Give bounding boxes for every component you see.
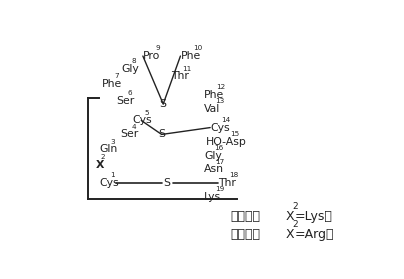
Text: 12: 12 — [217, 84, 226, 90]
Text: 13: 13 — [215, 98, 225, 104]
Text: 16: 16 — [215, 145, 224, 151]
Text: S: S — [163, 178, 170, 188]
Text: 9: 9 — [156, 45, 160, 51]
Text: Cys: Cys — [99, 178, 119, 188]
Text: Gln: Gln — [99, 145, 117, 155]
Text: 肉桂霨素: 肉桂霨素 — [231, 228, 261, 241]
Text: 2: 2 — [292, 202, 298, 211]
Text: Gly: Gly — [121, 64, 139, 74]
Text: 7: 7 — [114, 73, 119, 79]
Text: Val: Val — [204, 104, 220, 114]
Text: 6: 6 — [128, 90, 132, 97]
Text: Ser: Ser — [120, 129, 139, 140]
Text: 5: 5 — [144, 110, 149, 116]
Text: X: X — [285, 228, 294, 241]
Text: 14: 14 — [221, 117, 231, 123]
Text: 3: 3 — [110, 139, 115, 145]
Text: X: X — [285, 210, 294, 223]
Text: Cys: Cys — [210, 122, 230, 133]
Text: X: X — [96, 160, 104, 170]
Text: 2: 2 — [101, 154, 105, 160]
Text: Phe: Phe — [204, 90, 224, 100]
Text: 19: 19 — [215, 186, 225, 192]
Text: Ser: Ser — [116, 96, 135, 106]
Text: Cys: Cys — [133, 116, 152, 126]
Text: 8: 8 — [132, 58, 136, 64]
Text: Thr: Thr — [171, 71, 189, 81]
Text: Phe: Phe — [181, 51, 201, 61]
Text: 2: 2 — [292, 220, 298, 229]
Text: HO-Asp: HO-Asp — [206, 137, 246, 147]
Text: 17: 17 — [215, 158, 225, 165]
Text: 18: 18 — [229, 172, 238, 178]
Text: 11: 11 — [182, 66, 191, 72]
Text: S: S — [160, 99, 167, 109]
Text: Lys: Lys — [204, 192, 221, 202]
Text: 4: 4 — [132, 124, 136, 130]
Text: 1: 1 — [110, 172, 115, 178]
Text: S: S — [158, 129, 165, 140]
Text: 10: 10 — [193, 45, 202, 51]
Text: =Arg。: =Arg。 — [295, 228, 334, 241]
Text: Asn: Asn — [204, 164, 224, 174]
Text: =Lys，: =Lys， — [295, 210, 332, 223]
Text: Thr: Thr — [218, 178, 236, 188]
Text: 耐久霨素: 耐久霨素 — [231, 210, 261, 223]
Text: Pro: Pro — [143, 51, 160, 61]
Text: 15: 15 — [231, 131, 240, 137]
Text: Phe: Phe — [101, 79, 122, 89]
Text: Gly: Gly — [204, 150, 222, 160]
